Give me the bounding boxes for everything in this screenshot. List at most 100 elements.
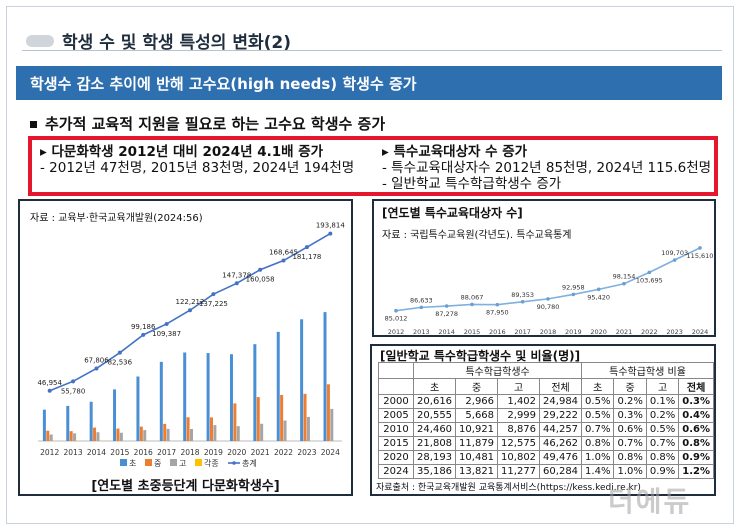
chart1-data-label: 109,387 — [152, 330, 181, 338]
chart1-bar — [143, 430, 147, 441]
chart1-x-tick: 2021 — [251, 448, 270, 457]
table-cell: 46,262 — [539, 436, 583, 451]
table-title: [일반학교 특수학급학생수 및 비율(명)] — [380, 349, 581, 363]
highlight-left-sub: - 2012년 47천명, 2015년 83천명, 2024년 194천명 — [40, 160, 355, 176]
square-bullet-icon — [30, 121, 37, 128]
chart1-bar — [276, 331, 280, 441]
title-pill-decoration — [26, 34, 54, 47]
chart1-bar — [306, 416, 310, 441]
chart1-bar — [186, 417, 190, 441]
chart1-bar — [209, 417, 213, 441]
table-cell: 60,284 — [539, 464, 583, 479]
chart1-bar — [69, 431, 73, 441]
table-cell: 0.7% — [645, 436, 680, 451]
chart2-title: [연도별 특수교육대상자 수] — [382, 206, 523, 220]
chart2-point — [596, 287, 601, 292]
chart2-source: 자료 : 국립특수교육원(각년도). 특수교육통계 — [382, 230, 572, 241]
chart2-point — [394, 308, 398, 313]
special-class-table-panel: [일반학교 특수학급학생수 및 비율(명)] 특수학급학생수 특수학급학생 비율… — [370, 344, 716, 496]
chart2-point — [672, 258, 677, 262]
chart1-total-point — [117, 350, 122, 355]
table-row: 2000 20,616 2,966 1,402 24,984 0.5% 0.2% 0.1% 0.… — [377, 394, 714, 409]
table-cell: 49,476 — [539, 450, 583, 465]
multicultural-chart: 2012 2013 2014 2015 2016 2017 2018 2019 2020 2021… — [37, 222, 345, 468]
table-cell: 10,802 — [497, 450, 541, 465]
chart2-data-label: 89,353 — [511, 291, 534, 299]
chart1-legend-label: 각종 — [204, 458, 219, 468]
table-cell: 8,876 — [497, 422, 541, 437]
chart1-legend-label: 중 — [154, 459, 161, 468]
chart2-point — [444, 304, 449, 308]
chart1-x-tick: 2012 — [40, 448, 59, 457]
table-cell: 20,616 — [413, 394, 457, 409]
table-cell: 0.8% — [645, 450, 680, 465]
chart1-x-tick: 2017 — [157, 448, 176, 457]
table-row: 2024 35,186 13,821 11,277 60,284 1.4% 1.0% 0.9%… — [377, 464, 714, 479]
chart1-data-label: 137,225 — [199, 300, 228, 308]
table-cell: 29,222 — [539, 408, 583, 423]
chart1-bar — [159, 361, 163, 441]
chart1-bar — [190, 429, 193, 441]
table-col-header: 초 — [413, 378, 457, 395]
chart2-data-label: 98,154 — [613, 273, 636, 281]
table-cell: 0.9% — [645, 464, 680, 479]
chart2-data-label: 86,633 — [410, 296, 433, 304]
bullet-text: 추가적 교육적 지원을 필요로 하는 고수요 학생수 증가 — [45, 115, 386, 133]
table-year-cell: 2000 — [377, 394, 415, 409]
chart2-x-tick: 2024 — [692, 328, 709, 336]
chart2-data-label: 87,278 — [435, 310, 458, 318]
highlight-left-head-text: 다문화학생 2012년 대비 2024년 4.1배 증가 — [51, 144, 324, 160]
chart1-bar — [283, 420, 287, 441]
table-cell: 0.8% — [678, 436, 714, 451]
chart1-x-tick: 2015 — [110, 448, 129, 457]
table-cell: 0.2% — [645, 408, 680, 423]
chart1-x-tick: 2018 — [180, 448, 199, 457]
chart2-data-label: 90,780 — [537, 303, 560, 311]
chart2-data-label: 109,703 — [661, 249, 688, 257]
table-group-header: 특수학급학생수 특수학급학생 비율 — [377, 362, 714, 379]
chart2-point — [470, 302, 474, 307]
chart1-bar — [229, 354, 233, 441]
chart1-bar — [89, 401, 93, 441]
highlight-right-head-text: 특수교육대상자 수 증가 — [393, 144, 528, 160]
chart1-data-label: 168,645 — [269, 249, 298, 257]
table-cell: 0.5% — [581, 394, 615, 409]
chart1-bar — [66, 405, 70, 441]
chart1-bar — [260, 423, 264, 441]
highlight-left-head: ▸ 다문화학생 2012년 대비 2024년 4.1배 증가 — [40, 144, 324, 160]
chart1-legend-swatch — [195, 459, 202, 466]
chart2-point — [546, 297, 550, 301]
chart1-source: 자료 : 교육부·한국교육개발원(2024:56) — [30, 213, 203, 224]
chart1-bar — [163, 423, 167, 441]
special-ed-chart-panel: [연도별 특수교육대상자 수] 자료 : 국립특수교육원(각년도). 특수교육통… — [372, 199, 716, 337]
chart2-data-label: 88,067 — [461, 293, 484, 301]
chart1-x-tick: 2014 — [87, 448, 106, 457]
table-cell: 24,460 — [413, 422, 457, 437]
chart1-x-tick: 2013 — [64, 448, 83, 457]
chart1-bar — [323, 312, 327, 441]
table-cell: 1,402 — [497, 394, 541, 409]
table-cell: 2,966 — [455, 394, 499, 409]
table-row: 2020 28,193 10,481 10,802 49,476 1.0% 0.8% 0.8%… — [377, 450, 714, 465]
table-cell: 0.4% — [678, 408, 714, 423]
chart1-data-label: 67,806 — [84, 356, 109, 364]
chart1-bar — [256, 397, 260, 441]
chart2-x-tick: 2014 — [438, 328, 455, 336]
table-col-header: 초 — [581, 378, 615, 395]
chart1-total-point — [164, 321, 169, 326]
chart2-x-tick: 2021 — [616, 328, 633, 336]
chart2-point — [520, 300, 525, 304]
chart1-bar — [49, 434, 53, 441]
chart1-total-point — [188, 308, 192, 313]
chart1-legend-swatch — [145, 459, 152, 466]
chart1-bar — [46, 430, 50, 441]
chart1-bar — [136, 376, 140, 441]
chart1-data-label: 82,536 — [108, 359, 133, 367]
table-year-cell: 2020 — [377, 450, 415, 465]
chart1-total-point — [328, 231, 333, 236]
table-cell: 12,575 — [497, 436, 541, 451]
chart1-legend-label: 초 — [129, 459, 136, 468]
chart1-bar — [206, 353, 210, 441]
table-year-cell: 2005 — [377, 408, 415, 423]
chart1-bar — [253, 344, 257, 441]
